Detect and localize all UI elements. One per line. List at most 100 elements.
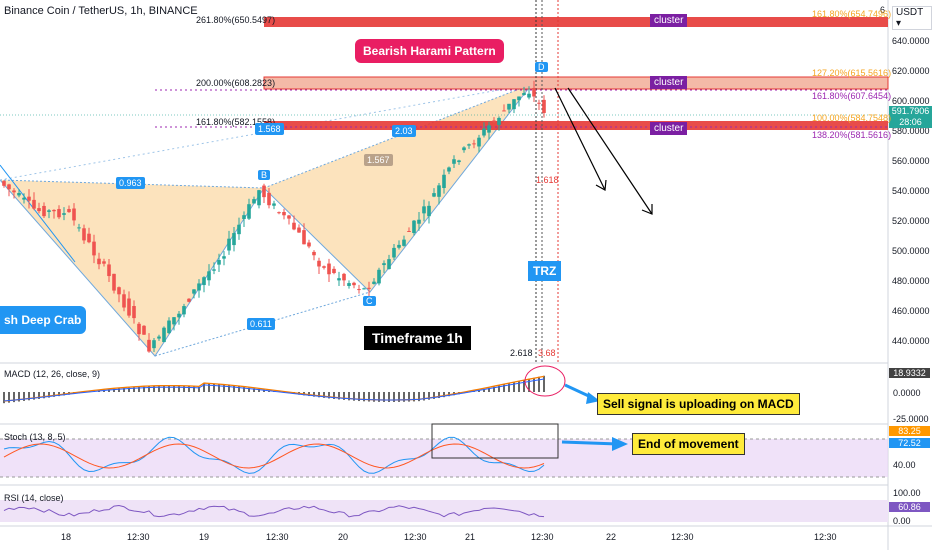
fib-right-5: 138.20%(581.5616) <box>812 130 892 140</box>
candle-body <box>72 208 76 221</box>
price-tick: 580.0000 <box>892 126 930 136</box>
candle-body <box>362 288 366 290</box>
macd-label[interactable]: MACD (12, 26, close, 9) <box>4 369 101 379</box>
stoch-tick-0: 40.00 <box>893 460 916 470</box>
current-price-badge: 591.7906 28:06 <box>889 106 932 128</box>
rsi-tick-0: 100.00 <box>893 488 921 498</box>
candle-body <box>82 228 86 241</box>
price-tick: 500.0000 <box>892 246 930 256</box>
candle-body <box>87 233 91 243</box>
candle-body <box>212 269 216 271</box>
rsi-label[interactable]: RSI (14, close) <box>4 493 64 503</box>
price-tick: 540.0000 <box>892 186 930 196</box>
stoch-d-badge: 72.52 <box>889 438 930 448</box>
fib-right-1: 161.80%(654.7496) <box>812 9 892 19</box>
price-tick: 600.0000 <box>892 96 930 106</box>
candle-body <box>537 102 541 104</box>
candle-body <box>142 325 146 335</box>
candle-body <box>132 306 136 319</box>
candle-body <box>207 271 211 281</box>
price-tick: 640.0000 <box>892 36 930 46</box>
ratio-2618: 2.618 <box>510 348 533 358</box>
candle-body <box>512 99 516 110</box>
candle-body <box>62 213 66 215</box>
candle-body <box>522 93 526 96</box>
macd-tick-0: 0.0000 <box>893 388 921 398</box>
time-tick: 12:30 <box>814 532 837 542</box>
candle-body <box>102 261 106 264</box>
candle-body <box>22 197 26 200</box>
candle-body <box>107 264 111 277</box>
time-tick: 12:30 <box>671 532 694 542</box>
projection-arrow-1-head <box>595 179 607 191</box>
fib-right-3: 161.80%(607.6454) <box>812 91 892 101</box>
candle-body <box>242 215 246 220</box>
candle-body <box>452 159 456 164</box>
candle-body <box>67 209 71 213</box>
time-tick: 12:30 <box>127 532 150 542</box>
candle-body <box>352 282 356 286</box>
candle-body <box>462 147 466 151</box>
macd-value-badge: 18.9332 <box>889 368 930 378</box>
candle-body <box>542 99 546 113</box>
current-price: 591.7906 <box>891 106 930 116</box>
time-tick: 21 <box>464 532 475 542</box>
candle-body <box>222 256 226 259</box>
candle-body <box>197 283 201 291</box>
candle-body <box>412 220 416 234</box>
cluster-band-top <box>264 17 888 27</box>
crab-callout: sh Deep Crab <box>0 306 86 334</box>
candle-body <box>467 144 471 146</box>
ratio-1567: 1.567 <box>364 154 393 166</box>
macd-histogram <box>3 375 545 404</box>
bcd-triangle <box>264 84 532 292</box>
price-tick: 620.0000 <box>892 66 930 76</box>
price-tick: 520.0000 <box>892 216 930 226</box>
candle-body <box>167 320 171 334</box>
fib-right-4: 100.00%(584.7548) <box>812 113 892 123</box>
macd-tick-1: -25.0000 <box>893 414 929 424</box>
stoch-k-badge: 83.25 <box>889 426 930 436</box>
candle-body <box>477 137 481 147</box>
macd-note-arrow-head <box>586 392 600 404</box>
candle-body <box>347 283 351 286</box>
fib-left-261: 261.80%(650.5497) <box>196 15 276 25</box>
stoch-k-line <box>3 436 545 474</box>
candle-body <box>417 219 421 224</box>
candle-body <box>427 205 431 217</box>
price-tick: 560.0000 <box>892 156 930 166</box>
candle-body <box>382 263 386 266</box>
candle-body <box>302 230 306 245</box>
symbol-title[interactable]: Binance Coin / TetherUS, 1h, BINANCE <box>4 5 198 17</box>
candle-body <box>397 244 401 248</box>
currency-selector[interactable]: USDT ▾ <box>892 6 932 30</box>
candle-body <box>162 327 166 343</box>
ratio-368: 3.68 <box>538 348 556 358</box>
candle-body <box>252 199 256 204</box>
candle-body <box>482 128 486 136</box>
time-tick: 20 <box>337 532 348 542</box>
stoch-highlight-box <box>431 423 559 459</box>
candle-body <box>377 269 381 284</box>
time-tick: 12:30 <box>531 532 554 542</box>
stoch-label[interactable]: Stoch (13, 8, 5) <box>4 432 66 442</box>
stoch-d-line <box>3 443 545 469</box>
time-tick: 12:30 <box>404 532 427 542</box>
cluster-band-mid <box>263 76 889 90</box>
candle-body <box>337 278 341 281</box>
timeframe-label: Timeframe 1h <box>364 326 471 350</box>
candle-body <box>287 215 291 219</box>
candle-body <box>37 208 41 212</box>
candle-body <box>492 120 496 122</box>
candle-body <box>47 210 51 212</box>
candle-body <box>7 184 11 190</box>
candle-body <box>487 125 491 133</box>
candle-body <box>232 233 236 246</box>
chevron-down-icon: ▾ <box>896 18 902 29</box>
candle-body <box>387 259 391 270</box>
cluster-tag-top: cluster <box>650 14 688 27</box>
macd-ellipse <box>524 365 566 397</box>
candle-body <box>447 167 451 172</box>
point-b: B <box>258 170 271 180</box>
